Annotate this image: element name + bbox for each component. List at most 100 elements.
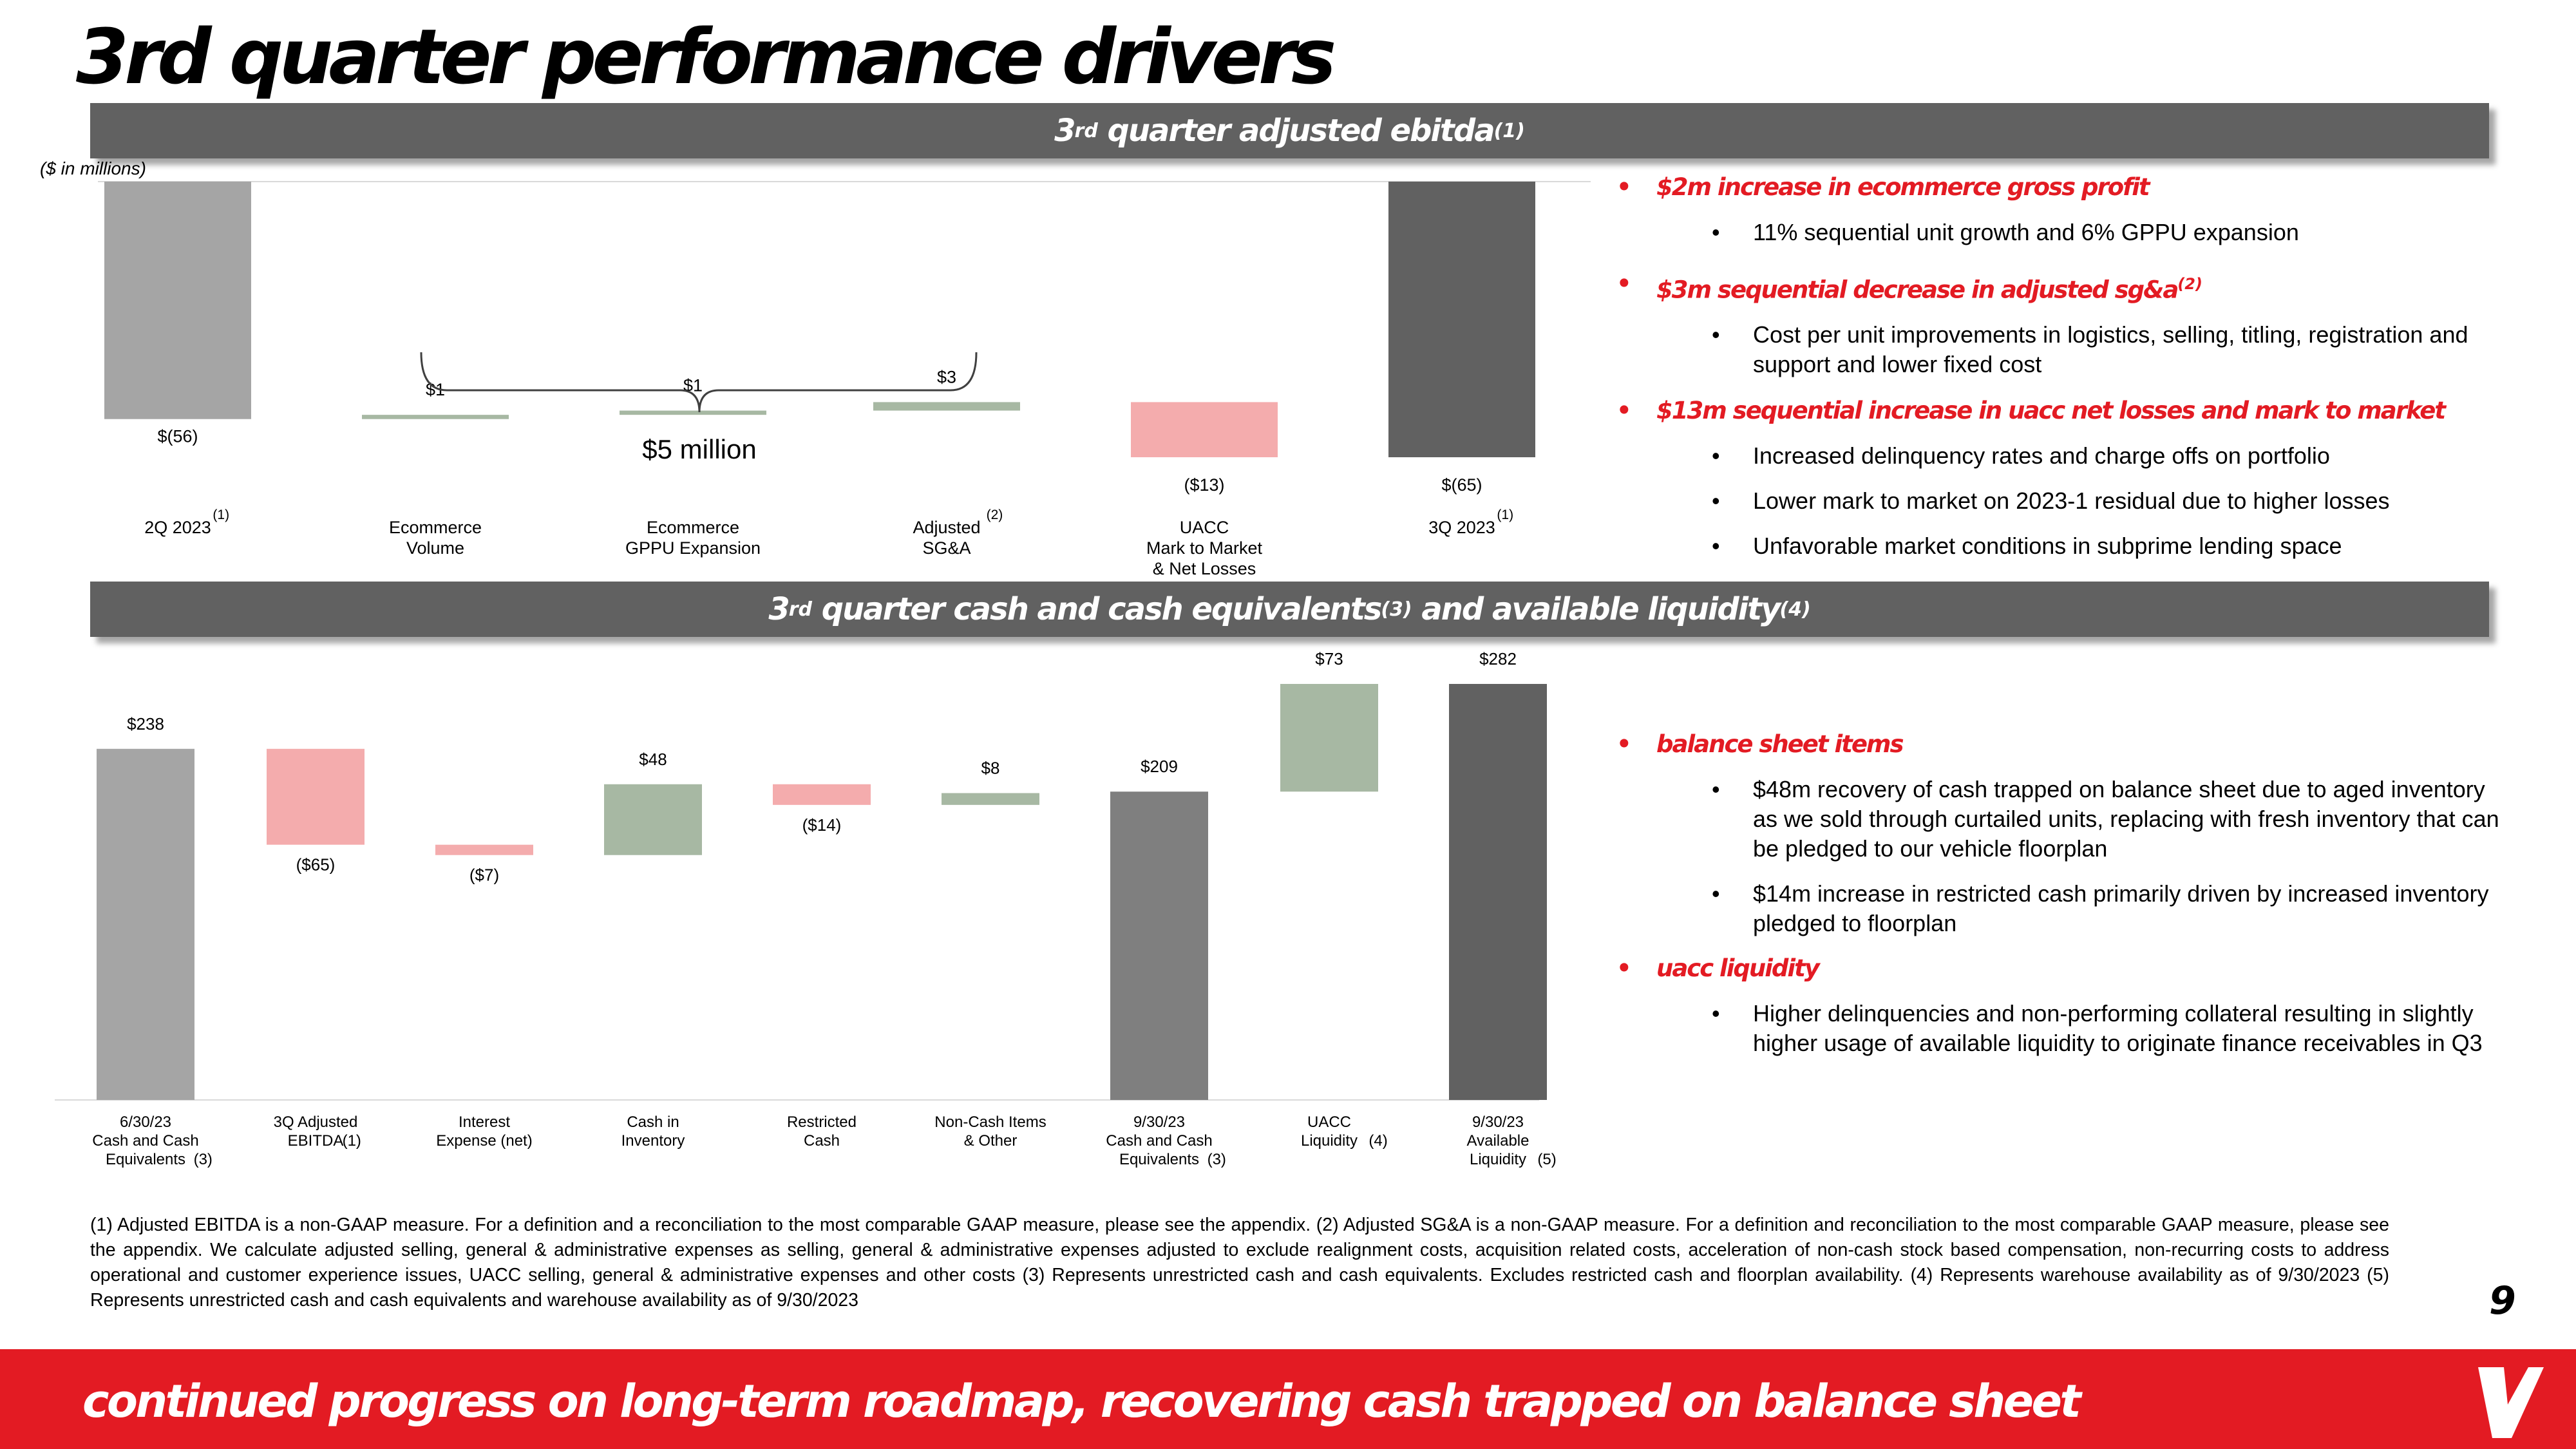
tick-label-9-30-23-cash-and-cash-equivalents: Cash and Cash (1106, 1132, 1212, 1150)
data-label-cash-in-inventory: $48 (639, 750, 667, 769)
data-label-3q-2023: $(65) (1441, 475, 1482, 495)
tick-label-9-30-23-available-liquidity: Liquidity (1470, 1151, 1526, 1168)
tick-label-9-30-23-cash-and-cash-equivalents: 9/30/23 (1133, 1113, 1185, 1131)
tick-label-non-cash-items-other: & Other (964, 1132, 1018, 1150)
bullet-heading-sga: $3m sequential decrease in adjusted sg&a… (1616, 269, 2505, 305)
tick-label-uacc-liquidity: Liquidity (1301, 1132, 1358, 1150)
tick-label-9-30-23-available-liquidity: 9/30/23 (1472, 1113, 1524, 1131)
bullet-sga-cost: Cost per unit improvements in logistics,… (1616, 320, 2505, 379)
section-title-ordinal: rd (788, 598, 813, 621)
footer-banner: continued progress on long-term roadmap,… (0, 1349, 2576, 1449)
section-title-footnote: (1) (1493, 119, 1525, 142)
bar-restricted-cash (773, 784, 871, 805)
tick-label-ecommerce-gppu-expansion: GPPU Expansion (625, 538, 761, 558)
tick-label-uacc-mark-to-market-net-losses: Mark to Market (1146, 538, 1263, 558)
tick-label-uacc-liquidity: UACC (1307, 1113, 1351, 1131)
bar-2q-2023 (104, 182, 251, 419)
bullet-heading-uacc: $13m sequential increase in uacc net los… (1616, 396, 2505, 426)
bullet-uacc-mark-to-market: Lower mark to market on 2023-1 residual … (1616, 486, 2505, 516)
tick-label-6-30-23-cash-and-cash-equivalents: Cash and Cash (92, 1132, 198, 1150)
bar-non-cash-items-other (942, 793, 1039, 805)
data-label-uacc-liquidity: $73 (1315, 649, 1343, 668)
bar-interest-expense-net (435, 844, 533, 855)
section-title-text: quarter cash and cash equivalents (812, 591, 1383, 627)
tick-label-cash-in-inventory: Inventory (621, 1132, 685, 1150)
bar-ecommerce-gppu-expansion (620, 410, 766, 415)
bullet-uacc-liquidity: Higher delinquencies and non-performing … (1616, 999, 2505, 1058)
data-label-2q-2023: $(56) (157, 427, 198, 446)
tick-label-adjusted-sg-a: Adjusted (913, 518, 980, 537)
bullet-restricted-cash: $14m increase in restricted cash primari… (1616, 879, 2505, 938)
page-title: 3rd quarter performance drivers (76, 12, 1336, 101)
tick-label-cash-in-inventory: Cash in (627, 1113, 679, 1131)
tick-footnote-adjusted-sg-a: (2) (987, 507, 1003, 522)
tick-footnote-2q-2023: (1) (213, 507, 229, 522)
section-title-text: quarter adjusted ebitda (1097, 113, 1495, 149)
bracket-label: $5 million (642, 434, 756, 464)
tick-label-2q-2023: 2Q 2023 (144, 518, 211, 537)
data-label-6-30-23-cash-and-cash-equivalents: $238 (127, 714, 164, 734)
tick-label-ecommerce-gppu-expansion: Ecommerce (647, 518, 739, 537)
tick-label-9-30-23-cash-and-cash-equivalents: Equivalents (1119, 1151, 1199, 1168)
bar-ecommerce-volume (362, 415, 509, 419)
footer-tagline: continued progress on long-term roadmap,… (82, 1375, 2081, 1428)
tick-label-adjusted-sg-a: SG&A (922, 538, 971, 558)
bar-uacc-mark-to-market-net-losses (1131, 402, 1278, 457)
bullet-heading-ecommerce: $2m increase in ecommerce gross profit (1616, 173, 2505, 202)
bar-cash-in-inventory (604, 784, 702, 855)
data-label-restricted-cash: ($14) (802, 815, 842, 835)
bullet-heading-uacc-liquidity: uacc liquidity (1616, 954, 2505, 983)
tick-footnote-6-30-23-cash-and-cash-equivalents: (3) (194, 1151, 213, 1168)
bullet-heading-sga-text: $3m sequential decrease in adjusted sg&a (1656, 276, 2179, 304)
bullet-uacc-delinquency: Increased delinquency rates and charge o… (1616, 441, 2505, 471)
bullet-heading-balance-sheet: balance sheet items (1616, 730, 2505, 759)
tick-label-interest-expense-net: Expense (net) (436, 1132, 532, 1150)
section-title-footnote-3: (3) (1381, 598, 1412, 621)
bar-3q-2023 (1388, 182, 1535, 457)
bracket-improvement (420, 352, 978, 413)
section-title-ordinal: rd (1074, 119, 1098, 142)
tick-footnote-uacc-liquidity: (4) (1368, 1132, 1387, 1150)
tick-footnote-9-30-23-cash-and-cash-equivalents: (3) (1208, 1151, 1226, 1168)
footnotes: (1) Adjusted EBITDA is a non-GAAP measur… (90, 1215, 2389, 1311)
tick-footnote-3q-2023: (1) (1497, 507, 1513, 522)
page-number: 9 (2489, 1278, 2516, 1323)
data-label-3q-adjusted-ebitda: ($65) (296, 855, 336, 875)
bar-9-30-23-available-liquidity (1449, 684, 1547, 1100)
bullet-ecommerce-growth: 11% sequential unit growth and 6% GPPU e… (1616, 218, 2505, 247)
bullet-uacc-market-conditions: Unfavorable market conditions in subprim… (1616, 531, 2505, 561)
data-label-non-cash-items-other: $8 (981, 759, 1000, 778)
tick-label-9-30-23-available-liquidity: Available (1467, 1132, 1530, 1150)
section-title-prefix: 3 (768, 591, 790, 627)
tick-label-non-cash-items-other: Non-Cash Items (934, 1113, 1046, 1131)
bar-uacc-liquidity (1280, 684, 1378, 792)
data-label-interest-expense-net: ($7) (469, 866, 499, 885)
tick-label-uacc-mark-to-market-net-losses: UACC (1180, 518, 1229, 537)
bar-6-30-23-cash-and-cash-equivalents (97, 748, 194, 1100)
tick-label-6-30-23-cash-and-cash-equivalents: Equivalents (106, 1151, 185, 1168)
data-label-9-30-23-available-liquidity: $282 (1479, 649, 1517, 668)
cash-drivers-list: balance sheet items $48m recovery of cas… (1616, 730, 2505, 1058)
bullet-heading-sga-footnote: (2) (2177, 275, 2202, 293)
bar-3q-adjusted-ebitda (267, 748, 365, 845)
tick-label-interest-expense-net: Interest (459, 1113, 510, 1131)
tick-label-3q-adjusted-ebitda: 3Q Adjusted (274, 1113, 358, 1131)
tick-footnote-9-30-23-available-liquidity: (5) (1537, 1151, 1556, 1168)
bar-adjusted-sg-a (873, 402, 1020, 411)
section-title-prefix: 3 (1054, 113, 1075, 149)
tick-label-ecommerce-volume: Volume (406, 538, 464, 558)
tick-label-3q-adjusted-ebitda: EBITDA (288, 1132, 344, 1150)
bullet-cash-recovery: $48m recovery of cash trapped on balance… (1616, 775, 2505, 864)
data-label-uacc-mark-to-market-net-losses: ($13) (1184, 475, 1224, 495)
tick-label-restricted-cash: Restricted (787, 1113, 857, 1131)
tick-label-6-30-23-cash-and-cash-equivalents: 6/30/23 (120, 1113, 171, 1131)
units-note: ($ in millions) (40, 158, 146, 178)
tick-label-uacc-mark-to-market-net-losses: & Net Losses (1153, 559, 1256, 578)
ebitda-drivers-list: $2m increase in ecommerce gross profit 1… (1616, 173, 2505, 561)
tick-label-restricted-cash: Cash (804, 1132, 840, 1150)
data-label-9-30-23-cash-and-cash-equivalents: $209 (1141, 757, 1178, 776)
tick-footnote-3q-adjusted-ebitda: (1) (343, 1132, 361, 1150)
